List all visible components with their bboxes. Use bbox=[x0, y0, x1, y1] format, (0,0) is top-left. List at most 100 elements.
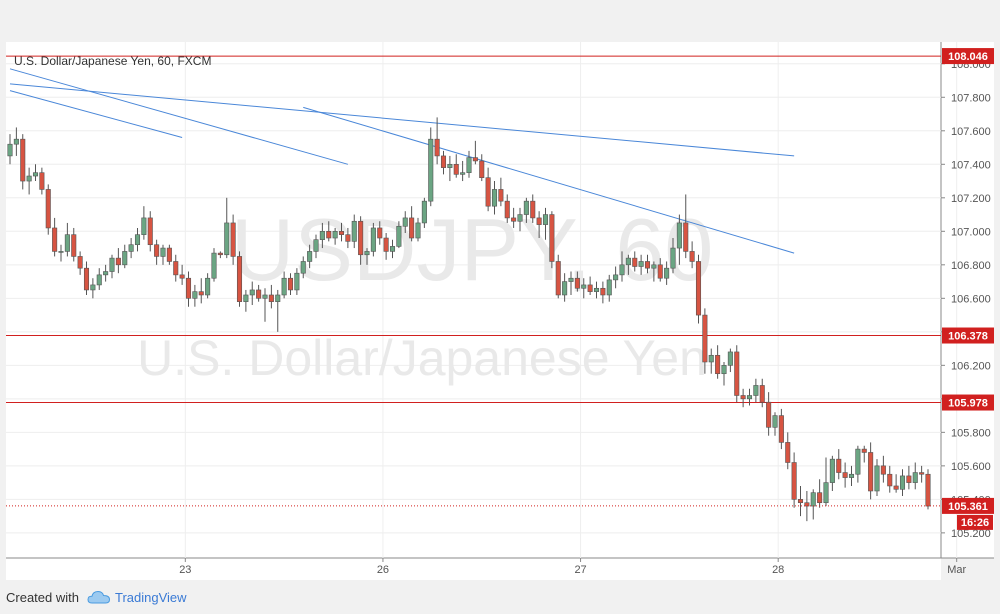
candle-body bbox=[734, 351, 740, 396]
candle-body bbox=[115, 257, 121, 266]
candle-body bbox=[52, 227, 58, 252]
candle-body bbox=[536, 217, 542, 225]
candle-body bbox=[523, 200, 529, 215]
candle-body bbox=[389, 246, 396, 252]
candle-body bbox=[848, 473, 855, 478]
candle-body bbox=[268, 294, 274, 302]
time-tick-labels: 23262728Mar25 bbox=[179, 558, 966, 576]
candle-body bbox=[230, 222, 236, 257]
countdown-box bbox=[957, 514, 993, 530]
candle-body bbox=[785, 442, 791, 463]
candle-body bbox=[103, 271, 109, 276]
candle-body bbox=[511, 217, 517, 222]
price-tick-label: 105.800 bbox=[951, 427, 991, 439]
candle-body bbox=[217, 252, 223, 256]
candle-body bbox=[249, 289, 255, 296]
cloud-icon bbox=[87, 590, 110, 604]
trendline bbox=[9, 90, 183, 138]
candle-body bbox=[13, 138, 19, 145]
candle-body bbox=[364, 251, 370, 256]
candle-body bbox=[727, 351, 733, 366]
candle-body bbox=[64, 234, 70, 252]
countdown-label: 16:26 bbox=[961, 517, 989, 529]
candle-body bbox=[485, 177, 491, 207]
candle-body bbox=[383, 237, 389, 252]
candle-body bbox=[880, 465, 886, 475]
level-label-box bbox=[942, 394, 994, 411]
candle-body bbox=[45, 189, 51, 229]
trendline bbox=[9, 68, 349, 165]
candle-body bbox=[721, 365, 727, 375]
price-tick-label: 107.400 bbox=[951, 159, 991, 171]
candle-body bbox=[829, 458, 835, 483]
level-label-box bbox=[942, 48, 994, 65]
tradingview-brand[interactable]: TradingView bbox=[114, 589, 187, 605]
candle-body bbox=[128, 244, 134, 252]
candle-body bbox=[836, 458, 842, 473]
candle-body bbox=[772, 415, 778, 428]
level-label: 105.978 bbox=[948, 398, 988, 410]
candle-body bbox=[562, 281, 568, 296]
candle-body bbox=[192, 291, 198, 299]
candle-body bbox=[198, 291, 204, 296]
candle-body bbox=[644, 261, 651, 269]
candle-body bbox=[185, 277, 192, 299]
candle-body bbox=[332, 231, 338, 239]
candle-body bbox=[294, 272, 300, 291]
candle-body bbox=[619, 264, 625, 276]
candle-body bbox=[402, 217, 408, 227]
candle-body bbox=[657, 264, 663, 279]
candle-body bbox=[906, 475, 912, 483]
candle-body bbox=[370, 227, 376, 252]
candle-body bbox=[243, 294, 249, 302]
candle-body bbox=[797, 499, 804, 504]
candle-body bbox=[702, 314, 708, 363]
candle-body bbox=[300, 261, 306, 274]
footer: Created with TradingView bbox=[0, 586, 187, 608]
candle-body bbox=[542, 214, 549, 225]
candle-body bbox=[71, 234, 77, 257]
candle-body bbox=[440, 155, 447, 168]
candle-body bbox=[759, 385, 765, 403]
candle-body bbox=[109, 257, 115, 272]
candle-body bbox=[160, 247, 166, 257]
candle-body bbox=[498, 189, 504, 202]
candle-body bbox=[581, 284, 587, 289]
watermark-symbol: USDJPY, 60 bbox=[231, 200, 714, 299]
candle-body bbox=[651, 264, 657, 269]
time-tick-label: 26 bbox=[377, 564, 389, 576]
candle-body bbox=[670, 247, 676, 269]
candle-body bbox=[141, 217, 147, 235]
watermark-name: U.S. Dollar/Japanese Yen bbox=[137, 330, 707, 386]
candle-body bbox=[919, 472, 925, 475]
price-axis[interactable] bbox=[941, 42, 994, 558]
candle-body bbox=[479, 160, 485, 179]
trendline bbox=[9, 83, 795, 157]
time-axis[interactable] bbox=[6, 558, 941, 580]
candle-body bbox=[613, 274, 619, 281]
price-tick-label: 106.200 bbox=[951, 360, 991, 372]
candle-body bbox=[428, 138, 434, 202]
candle-body bbox=[205, 277, 211, 296]
candle-body bbox=[166, 247, 172, 262]
candle-body bbox=[256, 289, 262, 299]
candle-body bbox=[925, 473, 931, 507]
candle-body bbox=[664, 267, 670, 279]
price-tick-label: 107.200 bbox=[951, 193, 991, 205]
candle-body bbox=[351, 220, 357, 242]
plot-area[interactable] bbox=[6, 42, 941, 558]
candle-body bbox=[823, 482, 829, 504]
candle-body bbox=[447, 163, 453, 168]
candle-body bbox=[855, 448, 861, 475]
price-tick-label: 107.000 bbox=[951, 226, 991, 238]
candle-body bbox=[517, 214, 523, 222]
candle-body bbox=[600, 287, 606, 296]
candle-body bbox=[58, 251, 64, 253]
candle-body bbox=[26, 175, 32, 182]
candle-body bbox=[810, 492, 816, 507]
candle-body bbox=[460, 172, 466, 175]
candle-body bbox=[338, 231, 345, 235]
candle-body bbox=[791, 462, 797, 500]
candle-body bbox=[887, 473, 893, 487]
